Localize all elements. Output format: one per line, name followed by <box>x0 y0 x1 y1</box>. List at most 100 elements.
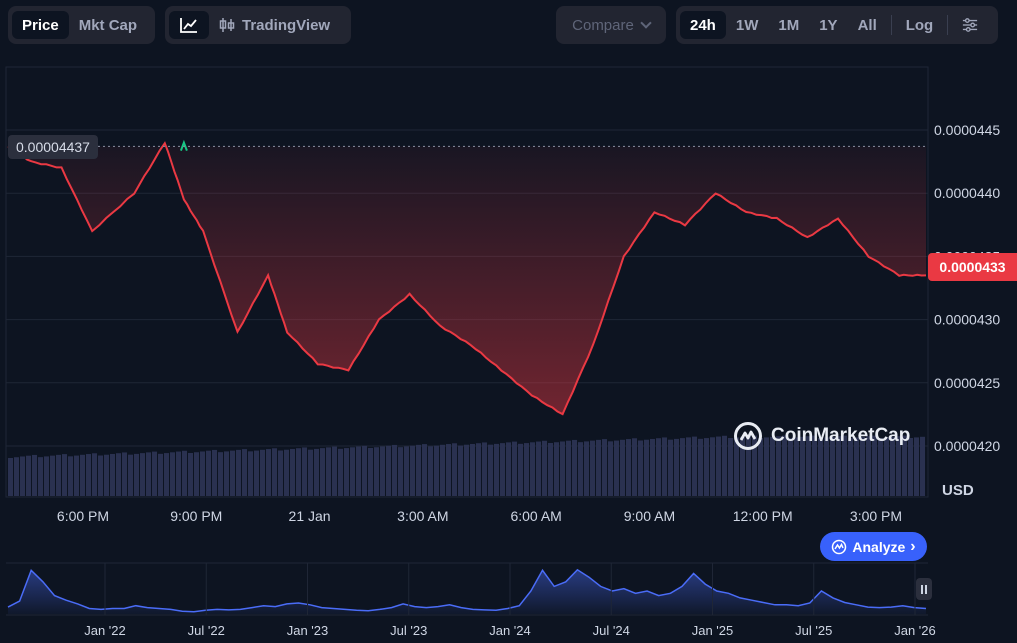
volume-bar <box>242 449 247 496</box>
compare-dropdown[interactable]: Compare <box>562 11 660 39</box>
volume-bar <box>140 453 145 496</box>
volume-bar <box>248 451 253 496</box>
navigator-x-label: Jan '23 <box>287 623 329 638</box>
volume-bar <box>26 455 31 496</box>
volume-bar <box>590 440 595 496</box>
volume-bar <box>866 436 871 496</box>
volume-bar <box>494 443 499 496</box>
range-1w-button[interactable]: 1W <box>735 16 759 34</box>
volume-bar <box>278 450 283 496</box>
sliders-icon <box>963 18 978 32</box>
mktcap-tab[interactable]: Mkt Cap <box>78 16 138 34</box>
volume-bar <box>272 448 277 496</box>
volume-bar <box>416 444 421 496</box>
volume-bar <box>392 444 397 496</box>
volume-bar <box>482 442 487 496</box>
volume-bar <box>170 452 175 496</box>
analyze-button[interactable]: Analyze › <box>820 532 927 561</box>
volume-bar <box>830 436 835 496</box>
currency-label: USD <box>942 482 974 499</box>
volume-bar <box>320 448 325 496</box>
volume-bar <box>542 440 547 496</box>
volume-bar <box>50 455 55 496</box>
volume-bar <box>524 443 529 496</box>
volume-bar <box>434 445 439 496</box>
volume-bar <box>602 439 607 496</box>
volume-bar <box>356 446 361 496</box>
chart-settings-button[interactable] <box>952 11 988 39</box>
coinmarketcap-logo-icon <box>734 422 762 450</box>
volume-bar <box>746 436 751 496</box>
x-tick-label: 6:00 AM <box>510 508 561 524</box>
volume-bar <box>902 435 907 496</box>
volume-bar <box>854 437 859 496</box>
volume-bar <box>440 444 445 496</box>
volume-bar <box>506 442 511 496</box>
chart-view-toggle: TradingView <box>165 6 351 44</box>
coinmarketcap-watermark: CoinMarketCap <box>733 421 910 451</box>
volume-bar <box>584 441 589 496</box>
volume-bar <box>608 441 613 496</box>
volume-bar <box>518 443 523 496</box>
volume-bar <box>638 440 643 496</box>
volume-bar <box>536 441 541 496</box>
volume-bar <box>848 438 853 496</box>
volume-bar <box>380 446 385 496</box>
volume-bar <box>806 436 811 496</box>
range-all-button[interactable]: All <box>857 16 877 34</box>
volume-bar <box>464 444 469 496</box>
time-range-selector: 24h 1W 1M 1Y All Log <box>676 6 998 44</box>
navigator-x-label: Jan '22 <box>84 623 126 638</box>
range-24h-button[interactable]: 24h <box>680 11 726 39</box>
line-chart-button[interactable] <box>169 11 209 39</box>
volume-bar <box>734 437 739 496</box>
log-scale-button[interactable]: Log <box>905 16 934 34</box>
range-1m-button[interactable]: 1M <box>778 16 800 34</box>
volume-bar <box>308 449 313 496</box>
volume-bar <box>752 435 757 496</box>
volume-bar <box>554 442 559 496</box>
range-1y-button[interactable]: 1Y <box>819 16 838 34</box>
price-tab[interactable]: Price <box>12 11 69 39</box>
volume-bar <box>692 436 697 496</box>
volume-bar <box>500 443 505 496</box>
navigator-handle[interactable] <box>916 578 932 600</box>
volume-bar <box>920 436 925 496</box>
volume-bar <box>290 448 295 496</box>
y-tick-label: 0.0000445 <box>934 122 1000 138</box>
volume-bar <box>62 454 67 496</box>
volume-bar <box>812 435 817 496</box>
volume-bar <box>710 437 715 496</box>
volume-bar <box>266 449 271 496</box>
volume-bar <box>8 458 13 496</box>
volume-bar <box>296 448 301 496</box>
volume-bar <box>254 450 259 496</box>
volume-bar <box>98 455 103 496</box>
volume-bar <box>560 441 565 496</box>
volume-bar <box>674 438 679 496</box>
volume-bar <box>650 438 655 496</box>
volume-bar <box>716 436 721 496</box>
volume-bar <box>146 452 151 496</box>
volume-bar <box>104 454 109 496</box>
volume-bar <box>824 437 829 496</box>
volume-bar <box>614 440 619 496</box>
volume-bar <box>632 438 637 496</box>
volume-bar <box>860 436 865 496</box>
volume-bar <box>368 448 373 496</box>
y-tick-label: 0.0000420 <box>934 438 1000 454</box>
navigator-x-label: Jul '22 <box>188 623 225 638</box>
volume-bar <box>212 449 217 496</box>
volume-bar <box>32 454 37 496</box>
tradingview-button[interactable]: TradingView <box>209 11 340 39</box>
volume-bar <box>818 438 823 496</box>
volume-bar <box>800 436 805 496</box>
volume-bar <box>668 439 673 496</box>
x-tick-label: 3:00 AM <box>397 508 448 524</box>
x-tick-label: 6:00 PM <box>57 508 109 524</box>
current-price-badge: 0.0000433 <box>928 253 1017 281</box>
volume-bar <box>722 435 727 496</box>
volume-bar <box>236 449 241 496</box>
y-tick-label: 0.0000430 <box>934 312 1000 328</box>
